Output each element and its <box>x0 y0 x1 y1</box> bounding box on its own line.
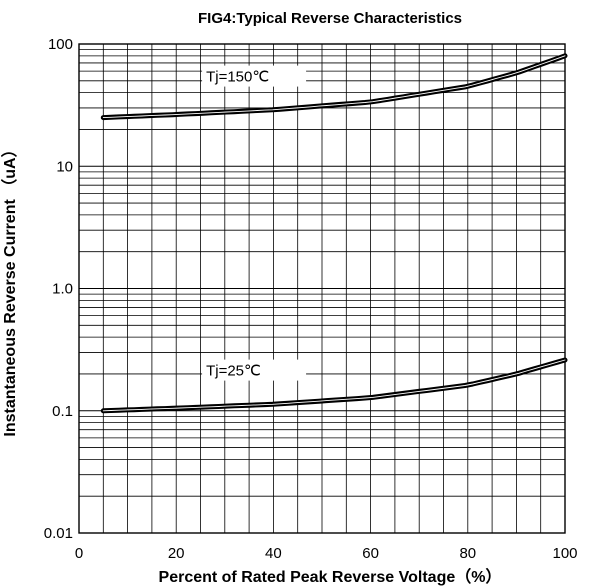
series-label: Tj=150℃ <box>206 69 269 86</box>
y-tick-label: 0.01 <box>44 525 73 542</box>
series-line-highlight <box>102 55 566 119</box>
y-tick-labels: 0.01 0.1 1.0 10 100 <box>44 36 73 542</box>
y-axis-label: Instantaneous Reverse Current （uA） <box>1 141 19 436</box>
y-tick-label: 1.0 <box>52 281 73 298</box>
x-tick-label: 80 <box>459 545 476 562</box>
series-line <box>100 53 568 121</box>
series-annotations: Tj=150℃ Tj=25℃ <box>202 65 307 381</box>
x-tick-label: 20 <box>168 545 185 562</box>
grid <box>79 44 565 534</box>
series-lines <box>100 53 568 414</box>
chart-title: FIG4:Typical Reverse Characteristics <box>198 10 462 27</box>
series-label-bg <box>202 65 307 87</box>
y-tick-label: 0.1 <box>52 403 73 420</box>
x-tick-labels: 0 20 40 60 80 100 <box>75 545 578 562</box>
x-axis-label: Percent of Rated Peak Reverse Voltage（%） <box>159 568 502 586</box>
plot-frame <box>78 43 566 534</box>
series-line-highlight <box>102 359 566 412</box>
x-tick-label: 60 <box>362 545 379 562</box>
series-line <box>100 357 568 414</box>
x-tick-label: 40 <box>265 545 282 562</box>
x-tick-label: 0 <box>75 545 83 562</box>
series-label-bg <box>202 359 307 381</box>
y-tick-label: 10 <box>56 158 73 175</box>
y-tick-label: 100 <box>48 36 73 53</box>
x-tick-label: 100 <box>552 545 577 562</box>
series-label: Tj=25℃ <box>206 363 261 380</box>
